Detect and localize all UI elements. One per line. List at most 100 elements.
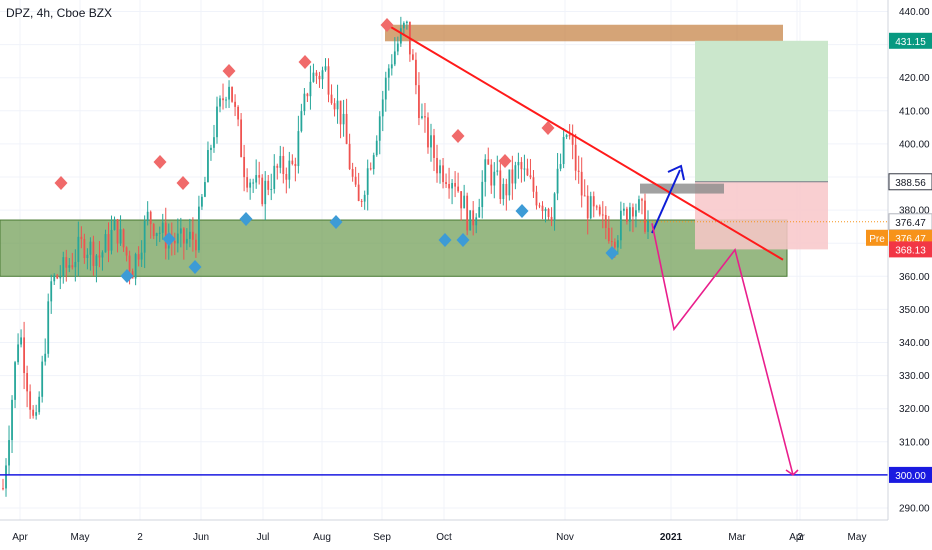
candle-body: [635, 210, 637, 217]
candle-body: [38, 396, 41, 413]
candle-body: [125, 247, 128, 256]
price-label-text: 300.00: [895, 471, 926, 482]
candle-body: [14, 362, 16, 400]
candle-body: [5, 465, 7, 489]
candle-body: [297, 131, 300, 167]
y-tick-label: 310.00: [899, 437, 930, 448]
candle-body: [210, 147, 212, 151]
candle-body: [372, 155, 375, 170]
candle-body: [607, 227, 610, 242]
candle-body: [89, 241, 92, 255]
trendline: [386, 23, 784, 261]
swing-high-marker: [153, 155, 167, 169]
candle-body: [276, 165, 279, 168]
x-tick-label: Jun: [193, 532, 209, 543]
swing-low-marker: [162, 232, 176, 246]
x-tick-label: Apr: [12, 532, 28, 543]
candle-body: [390, 64, 393, 69]
candle-body: [128, 255, 131, 272]
candle-body: [526, 168, 529, 176]
candle-body: [216, 106, 218, 138]
swing-high-marker: [498, 154, 512, 168]
candle-body: [234, 101, 236, 107]
candle-body: [622, 208, 625, 211]
candle-body: [484, 159, 487, 182]
bearish-projection-path: [651, 223, 794, 476]
candle-body: [580, 171, 583, 196]
candle-body: [541, 205, 544, 212]
candle-body: [550, 216, 553, 221]
candle-body: [35, 412, 38, 416]
support-zone: [0, 219, 788, 277]
x-tick-label: Oct: [436, 532, 452, 543]
price-label-text: 431.15: [895, 37, 926, 48]
candle-body: [387, 68, 390, 78]
candle-body: [424, 116, 426, 118]
y-tick-label: 420.00: [899, 73, 930, 84]
candle-body: [613, 241, 616, 248]
y-tick-label: 350.00: [899, 305, 930, 316]
price-label-text: 388.56: [895, 178, 926, 189]
candle-body: [601, 214, 604, 216]
candle-body: [86, 254, 89, 258]
candle-body: [29, 391, 32, 410]
candle-body: [143, 220, 146, 253]
candle-body: [204, 182, 206, 197]
candle-body: [240, 119, 243, 157]
bearish-arrowhead: [785, 469, 799, 476]
candle-body: [116, 219, 119, 244]
candle-body: [252, 182, 255, 184]
swing-high-marker: [541, 121, 555, 135]
bullish-arrow-line: [651, 169, 681, 234]
candle-body: [472, 210, 475, 226]
candle-body: [598, 206, 601, 215]
swing-markers-layer: [54, 18, 619, 283]
candle-body: [589, 196, 592, 219]
candle-body: [59, 276, 62, 279]
candle-body: [433, 135, 435, 158]
candle-body: [179, 228, 182, 234]
swing-high-marker: [176, 176, 190, 190]
candle-body: [110, 229, 113, 251]
y-tick-label: 440.00: [899, 7, 930, 18]
candle-body: [182, 228, 185, 244]
candle-body: [149, 211, 152, 225]
candle-body: [445, 182, 447, 185]
resistance-zone: [385, 24, 783, 42]
candle-body: [279, 155, 282, 168]
candle-body: [194, 239, 197, 251]
candle-body: [535, 191, 538, 206]
candle-body: [68, 265, 71, 268]
x-tick-label: 2: [797, 532, 803, 543]
candle-body: [517, 161, 520, 166]
candle-body: [342, 113, 345, 125]
candle-body: [421, 116, 423, 119]
candle-body: [294, 163, 297, 167]
y-tick-label: 410.00: [899, 106, 930, 117]
candle-body: [466, 195, 469, 231]
candle-body: [493, 171, 496, 186]
swing-high-marker: [451, 129, 465, 143]
candle-body: [430, 135, 432, 148]
candle-body: [315, 72, 318, 76]
candle-body: [369, 168, 372, 170]
candle-body: [442, 165, 444, 183]
candle-body: [378, 116, 381, 141]
candle-body: [158, 232, 161, 234]
candle-body: [140, 252, 143, 260]
candle-body: [146, 211, 149, 221]
price-label: 376.47: [888, 213, 932, 231]
candle-body: [595, 206, 598, 208]
swing-low-marker: [515, 204, 529, 218]
candle-body: [95, 255, 98, 266]
candle-body: [246, 177, 249, 188]
candle-body: [553, 193, 556, 221]
candle-body: [324, 66, 327, 71]
candle-body: [568, 134, 571, 137]
candle-body: [41, 361, 44, 397]
candle-body: [267, 180, 270, 190]
candle-body: [496, 170, 499, 172]
candle-body: [520, 161, 523, 170]
candle-body: [574, 144, 577, 171]
